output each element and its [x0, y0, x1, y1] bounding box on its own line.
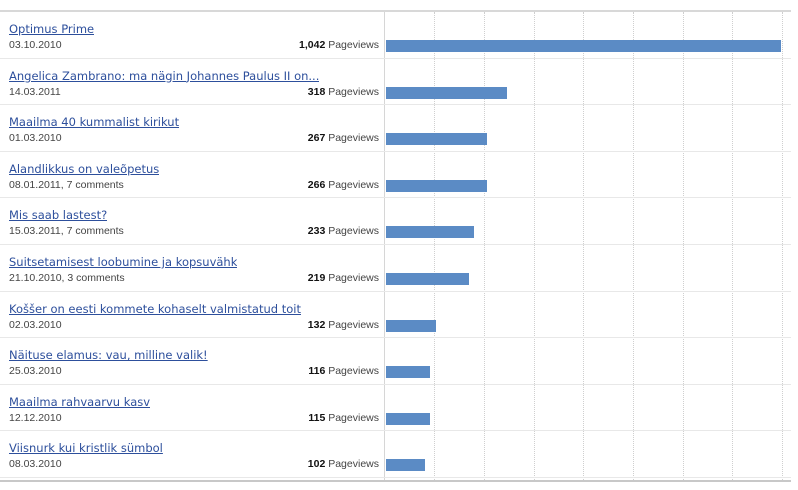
pageviews-bar	[386, 179, 487, 192]
pageviews-number: 233	[307, 225, 326, 238]
post-meta: 21.10.2010, 3 comments	[9, 272, 125, 284]
pageviews-count: 233 Pageviews	[308, 225, 379, 237]
pageviews-bar	[386, 459, 425, 472]
pageviews-label: Pageviews	[328, 411, 379, 424]
pageviews-count: 318 Pageviews	[308, 86, 379, 98]
pageviews-count: 102 Pageviews	[308, 458, 379, 470]
post-title-link[interactable]: Optimus Prime	[9, 22, 95, 36]
post-row: Viisnurk kui kristlik sümbol 08.03.2010 10…	[0, 431, 791, 478]
pageviews-count: 132 Pageviews	[308, 319, 379, 331]
grid-line	[782, 12, 783, 480]
pageviews-label: Pageviews	[328, 318, 379, 331]
grid-line	[683, 12, 684, 480]
top-posts-chart: Optimus Prime 03.10.2010 1,042 Pageviews An…	[0, 10, 791, 482]
post-title-link[interactable]: Alandlikkus on valeõpetus	[9, 161, 160, 176]
pageviews-count: 219 Pageviews	[308, 272, 379, 284]
post-row: Alandlikkus on valeõpetus 08.01.2011, 7 c…	[0, 152, 791, 199]
post-meta: 03.10.2010	[9, 39, 62, 51]
post-row: Koššer on eesti kommete kohaselt valmist…	[0, 292, 791, 339]
pageviews-label: Pageviews	[328, 458, 379, 471]
post-title-link[interactable]: Angelica Zambrano: ma nägin Johannes Pau…	[9, 68, 320, 83]
pageviews-bar	[386, 366, 430, 379]
post-row: Maailma 40 kummalist kirikut 01.03.2010 26…	[0, 105, 791, 152]
pageviews-count: 116 Pageviews	[308, 365, 379, 377]
pageviews-number: 267	[307, 132, 326, 145]
post-meta: 25.03.2010	[9, 365, 62, 378]
pageviews-count: 267 Pageviews	[308, 132, 379, 144]
pageviews-number: 219	[307, 272, 326, 284]
post-row: Näituse elamus: vau, milline valik! 25.03…	[0, 338, 791, 385]
grid-line	[583, 12, 584, 480]
pageviews-label: Pageviews	[328, 132, 379, 145]
post-meta: 12.12.2010	[9, 411, 62, 424]
chart-divider	[384, 12, 385, 480]
post-title-link[interactable]: Viisnurk kui kristlik sümbol	[9, 441, 163, 456]
post-meta: 01.03.2010	[9, 132, 62, 145]
pageviews-count: 1,042 Pageviews	[299, 39, 379, 51]
pageviews-number: 115	[308, 411, 326, 424]
post-row: Suitsetamisest loobumine ja kopsuvähk 21.…	[0, 245, 791, 292]
post-row: Mis saab lastest? 15.03.2011, 7 comments 2…	[0, 198, 791, 245]
pageviews-label: Pageviews	[328, 365, 379, 378]
pageviews-number: 318	[307, 85, 326, 98]
post-row: Angelica Zambrano: ma nägin Johannes Pau…	[0, 59, 791, 106]
pageviews-label: Pageviews	[328, 225, 379, 238]
pageviews-label: Pageviews	[328, 39, 379, 51]
pageviews-bar	[386, 412, 430, 425]
grid-line	[732, 12, 733, 480]
pageviews-bar	[386, 226, 474, 239]
pageviews-bar	[386, 86, 507, 99]
post-meta: 14.03.2011	[9, 85, 61, 98]
grid-line	[534, 12, 535, 480]
post-title-link[interactable]: Koššer on eesti kommete kohaselt valmist…	[9, 301, 301, 316]
pageviews-label: Pageviews	[328, 85, 379, 98]
post-row: Optimus Prime 03.10.2010 1,042 Pageviews	[0, 12, 791, 59]
grid-line	[484, 12, 485, 480]
pageviews-bar	[386, 133, 487, 146]
grid-line	[434, 12, 435, 480]
pageviews-label: Pageviews	[328, 178, 379, 191]
post-title-link[interactable]: Mis saab lastest?	[9, 208, 108, 223]
pageviews-number: 1,042	[299, 39, 326, 51]
post-meta: 08.03.2010	[9, 458, 62, 471]
post-title-link[interactable]: Maailma 40 kummalist kirikut	[9, 115, 180, 130]
pageviews-bar	[386, 319, 436, 332]
pageviews-number: 102	[307, 458, 326, 471]
post-meta: 15.03.2011, 7 comments	[9, 225, 124, 238]
pageviews-number: 132	[307, 318, 326, 331]
post-meta: 02.03.2010	[9, 318, 62, 331]
pageviews-count: 266 Pageviews	[308, 179, 379, 191]
post-title-link[interactable]: Suitsetamisest loobumine ja kopsuvähk	[9, 255, 238, 269]
pageviews-label: Pageviews	[328, 272, 379, 284]
pageviews-bar	[386, 273, 469, 285]
post-title-link[interactable]: Näituse elamus: vau, milline valik!	[9, 348, 208, 363]
post-title-link[interactable]: Maailma rahvaarvu kasv	[9, 394, 151, 409]
post-meta: 08.01.2011, 7 comments	[9, 178, 124, 191]
pageviews-count: 115 Pageviews	[308, 412, 379, 424]
grid-line	[633, 12, 634, 480]
pageviews-number: 116	[308, 365, 326, 378]
pageviews-bar	[386, 40, 781, 52]
post-row: Maailma rahvaarvu kasv 12.12.2010 115 Page…	[0, 385, 791, 432]
pageviews-number: 266	[307, 178, 326, 191]
